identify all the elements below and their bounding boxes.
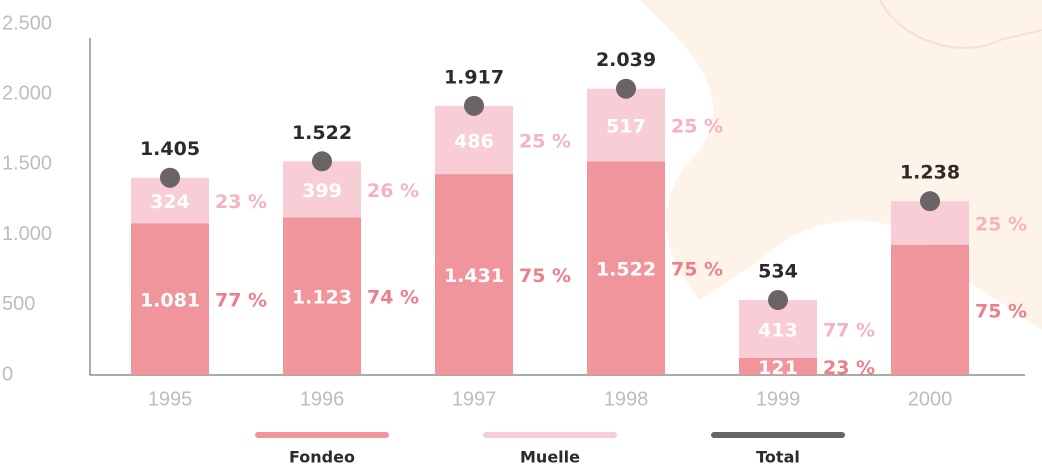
percent-label: 25 % [975, 213, 1027, 235]
value-label: 399 [302, 180, 342, 202]
x-tick-label: 1996 [300, 388, 345, 410]
x-tick-label: 1995 [148, 388, 193, 410]
total-label: 1.405 [140, 138, 200, 160]
map-border [879, 0, 1042, 49]
bar-segment [891, 244, 969, 375]
percent-label: 23 % [823, 357, 875, 379]
total-label: 1.917 [444, 66, 504, 88]
legend-label: Muelle [520, 448, 580, 467]
bar-segment [283, 217, 361, 375]
y-tick-label: 2.500 [2, 12, 52, 34]
value-label: 486 [454, 130, 494, 152]
percent-label: 23 % [215, 191, 267, 213]
total-label: 534 [758, 261, 798, 283]
percent-label: 75 % [519, 265, 571, 287]
legend-swatch [711, 432, 845, 438]
bar-segment [435, 174, 513, 375]
x-tick-label: 1998 [604, 388, 649, 410]
total-dot [464, 95, 484, 116]
value-label: 517 [606, 116, 646, 138]
percent-label: 74 % [367, 287, 419, 309]
legend-swatch [255, 432, 389, 438]
legend-swatch [483, 432, 617, 438]
x-tick-label: 1997 [452, 388, 497, 410]
percent-label: 77 % [215, 290, 267, 312]
legend-label: Fondeo [289, 448, 355, 467]
total-dot [920, 191, 940, 212]
bar-segment [435, 105, 513, 175]
y-tick-label: 1.000 [2, 223, 52, 245]
value-label: 1.123 [292, 287, 352, 309]
total-dot [768, 290, 788, 311]
total-dot [312, 151, 332, 172]
total-label: 1.238 [900, 162, 960, 184]
bar-segment [131, 223, 209, 375]
total-label: 2.039 [596, 49, 656, 71]
x-tick-label: 1999 [756, 388, 801, 410]
y-tick-label: 1.500 [2, 153, 52, 175]
percent-label: 25 % [671, 116, 723, 138]
value-label: 121 [758, 357, 798, 379]
bar-segment [587, 88, 665, 162]
total-dot [160, 167, 180, 188]
x-tick-label: 2000 [908, 388, 953, 410]
bar-segment [587, 161, 665, 375]
legend-label: Total [756, 448, 800, 467]
percent-label: 75 % [671, 259, 723, 281]
total-label: 1.522 [292, 122, 352, 144]
total-dot [616, 78, 636, 99]
percent-label: 25 % [519, 130, 571, 152]
value-label: 413 [758, 320, 798, 342]
value-label: 1.522 [596, 259, 656, 281]
value-label: 1.081 [140, 290, 200, 312]
percent-label: 77 % [823, 320, 875, 342]
y-tick-label: 500 [2, 293, 35, 315]
percent-label: 26 % [367, 180, 419, 202]
value-label: 1.431 [444, 265, 504, 287]
y-tick-label: 2.000 [2, 82, 52, 104]
y-tick-label: 0 [2, 363, 13, 385]
percent-label: 75 % [975, 300, 1027, 322]
value-label: 324 [150, 191, 190, 213]
bar-segment [739, 358, 817, 375]
